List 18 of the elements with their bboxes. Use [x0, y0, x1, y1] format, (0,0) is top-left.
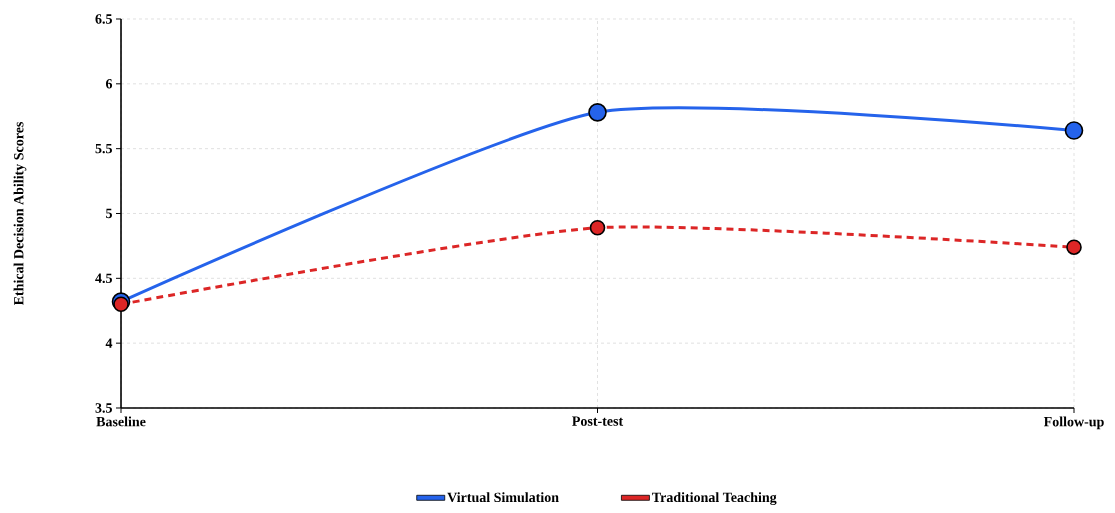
- y-tick-label: 5.5: [95, 143, 112, 154]
- point: [1066, 239, 1082, 255]
- point: [588, 103, 607, 122]
- y-tick-label: 4.5: [95, 273, 112, 284]
- y-tick-label: 6: [105, 79, 113, 89]
- x-tick-label: Post-test: [572, 416, 624, 426]
- x-tick-label: Follow-up: [1043, 416, 1104, 430]
- legend-label: Virtual Simulation: [447, 492, 559, 503]
- point: [113, 296, 129, 313]
- y-axis-title: Ethical Decision Ability Scores: [13, 121, 27, 306]
- legend-label: Traditional Teaching: [652, 492, 777, 505]
- y-tick-label: 4: [105, 338, 113, 348]
- point: [589, 219, 606, 236]
- y-tick-label: 5: [106, 208, 112, 219]
- y-tick-label: 3.5: [95, 403, 112, 413]
- x-tick-label: Baseline: [96, 416, 146, 427]
- point: [1064, 121, 1084, 140]
- y-tick-label: 6.5: [95, 14, 112, 24]
